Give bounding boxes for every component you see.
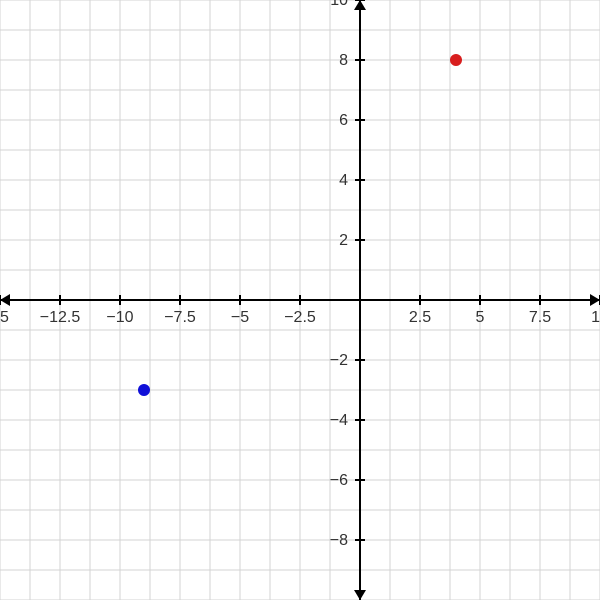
axis-tick-label: 8 bbox=[339, 52, 348, 69]
axis-tick-label: 6 bbox=[339, 112, 348, 129]
axis-tick-label: 2.5 bbox=[409, 309, 431, 326]
axis-tick-label: −12.5 bbox=[40, 309, 81, 326]
axis-tick-label: −4 bbox=[330, 412, 348, 429]
axis-tick-label: 4 bbox=[339, 172, 348, 189]
data-point bbox=[138, 384, 150, 396]
axis-tick-label: 15 bbox=[0, 309, 9, 326]
axis-tick-label: −8 bbox=[330, 532, 348, 549]
axis-tick-label: −6 bbox=[330, 472, 348, 489]
chart-svg: 15 −12.5 −10 −7.5 −5 −2.5 2.5 5 7.5 10 −8 −6 −4 −2 2 4 6… bbox=[0, 0, 600, 600]
axis-tick-label: 7.5 bbox=[529, 309, 551, 326]
axis-tick-label: −2 bbox=[330, 352, 348, 369]
data-point bbox=[450, 54, 462, 66]
axis-tick-label: 10 bbox=[591, 309, 600, 326]
axis-tick-label: −10 bbox=[106, 309, 133, 326]
axis-tick-label: 5 bbox=[476, 309, 485, 326]
axis-tick-label: −5 bbox=[231, 309, 249, 326]
axis-tick-label: −7.5 bbox=[164, 309, 196, 326]
axis-tick-label: 2 bbox=[339, 232, 348, 249]
axis-tick-label: 10 bbox=[330, 0, 348, 9]
coordinate-plane-chart: 15 −12.5 −10 −7.5 −5 −2.5 2.5 5 7.5 10 −8 −6 −4 −2 2 4 6… bbox=[0, 0, 600, 600]
axis-tick-label: −2.5 bbox=[284, 309, 316, 326]
